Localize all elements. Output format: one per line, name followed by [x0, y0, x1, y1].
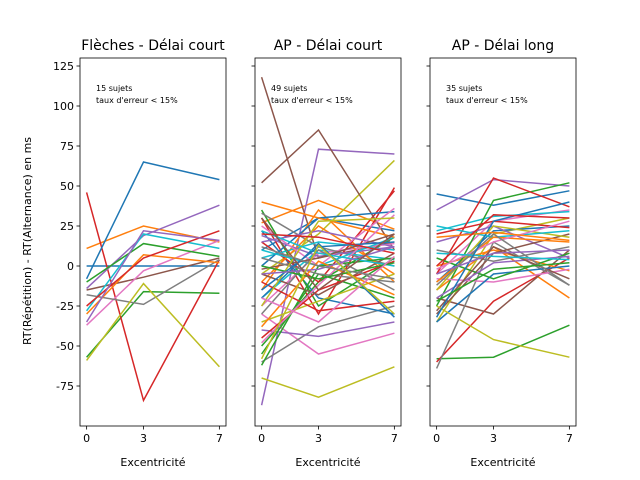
- series-line-9: [261, 159, 395, 275]
- x-axis-label: Excentricité: [120, 456, 185, 469]
- series-line-32: [436, 231, 570, 242]
- series-line-29: [436, 305, 570, 358]
- series-line-37: [261, 214, 395, 344]
- y-tick-label: 125: [53, 60, 74, 73]
- x-tick-label: 0: [433, 432, 440, 445]
- series-line-3: [86, 290, 220, 358]
- series-line-16: [261, 128, 396, 251]
- x-tick-label: 7: [566, 432, 573, 445]
- annotation-line-1: 49 sujets: [271, 84, 307, 93]
- axes-frame: [79, 57, 227, 427]
- series-line-39: [260, 217, 395, 307]
- series-line-19: [261, 366, 395, 398]
- y-tick-label: -75: [56, 380, 74, 393]
- y-axis-label: RT(Répétition) - RT(Alternance) en ms: [21, 137, 34, 345]
- series-line-13: [435, 182, 570, 307]
- x-tick-label: 7: [216, 432, 223, 445]
- series-line-14: [86, 230, 220, 307]
- y-tick-label: -25: [56, 300, 74, 313]
- series-line-13: [86, 242, 220, 283]
- x-tick-label: 3: [490, 432, 497, 445]
- series-line-42: [261, 260, 395, 328]
- series-line-46: [261, 217, 395, 292]
- series-line-9: [85, 282, 220, 368]
- x-tick-label: 0: [258, 432, 265, 445]
- x-tick-label: 3: [315, 432, 322, 445]
- series-line-4: [85, 192, 221, 403]
- panel-2: 0 3 7 AP - Délai court Excentricité 49 sujets…: [251, 38, 402, 469]
- series-line-45: [261, 246, 395, 275]
- axes-frame: [254, 57, 402, 427]
- panel-3: 0 3 7 AP - Délai long Excentricité 35 sujets t…: [426, 38, 577, 469]
- panel-title: AP - Délai long: [452, 38, 554, 54]
- series-line-23: [436, 252, 570, 280]
- series-line-7: [86, 239, 220, 326]
- series-line-40: [261, 230, 395, 267]
- axes-frame: [429, 57, 577, 427]
- series-line-17: [436, 268, 570, 283]
- series-line-5: [436, 178, 570, 211]
- y-tick-label: 75: [60, 140, 74, 153]
- series-line-36: [261, 233, 395, 270]
- series-line-26: [261, 252, 395, 296]
- y-tick-label: 100: [53, 100, 74, 113]
- series-line-12: [86, 254, 220, 315]
- series-line-48: [261, 246, 395, 280]
- series-line-32: [261, 201, 395, 238]
- annotation-line-1: 15 sujets: [96, 84, 132, 93]
- y-tick-label: 25: [60, 220, 74, 233]
- series-line-34: [261, 281, 395, 312]
- panel-title: AP - Délai court: [274, 38, 383, 54]
- series-line-5: [86, 204, 220, 289]
- panel-1: 0 3 7 -75 -50 -25 0 25 50 75 100 125 Flèches - Délai…: [53, 38, 227, 469]
- annotation-line-2: taux d'erreur < 15%: [271, 96, 353, 105]
- series-line-1: [436, 190, 570, 206]
- series-line-4: [436, 257, 570, 363]
- series-line-35: [436, 249, 570, 275]
- panel-title: Flèches - Délai court: [81, 38, 225, 54]
- series-line-49: [260, 243, 395, 360]
- series-line-27: [436, 220, 570, 270]
- x-axis-label: Excentricité: [470, 456, 535, 469]
- series-line-28: [436, 233, 570, 286]
- annotation-line-2: taux d'erreur < 15%: [446, 96, 528, 105]
- series-line-31: [261, 242, 395, 318]
- x-tick-label: 0: [83, 432, 90, 445]
- series-line-34: [436, 214, 570, 267]
- series-line-14: [435, 177, 570, 275]
- series-line-30: [436, 252, 570, 261]
- series-line-28: [261, 249, 395, 315]
- series-line-31: [435, 201, 570, 318]
- series-line-15: [85, 229, 220, 323]
- series-line-10: [85, 233, 220, 312]
- series-line-11: [85, 161, 220, 280]
- series-line-8: [261, 305, 395, 363]
- x-tick-label: 7: [391, 432, 398, 445]
- series-line-47: [261, 255, 395, 323]
- series-line-3: [436, 324, 570, 360]
- series-line-33: [436, 262, 570, 302]
- y-tick-label: 50: [60, 180, 74, 193]
- series-line-38: [261, 257, 395, 283]
- x-tick-label: 3: [140, 432, 147, 445]
- series-line-44: [261, 233, 395, 254]
- y-tick-label: -50: [56, 340, 74, 353]
- annotation-line-1: 35 sujets: [446, 84, 482, 93]
- annotation-line-2: taux d'erreur < 15%: [96, 96, 178, 105]
- x-axis-label: Excentricité: [295, 456, 360, 469]
- y-tick-label: 0: [67, 260, 74, 273]
- series-line-8: [86, 258, 220, 306]
- series-line-43: [261, 262, 395, 280]
- series-line-10: [436, 210, 570, 232]
